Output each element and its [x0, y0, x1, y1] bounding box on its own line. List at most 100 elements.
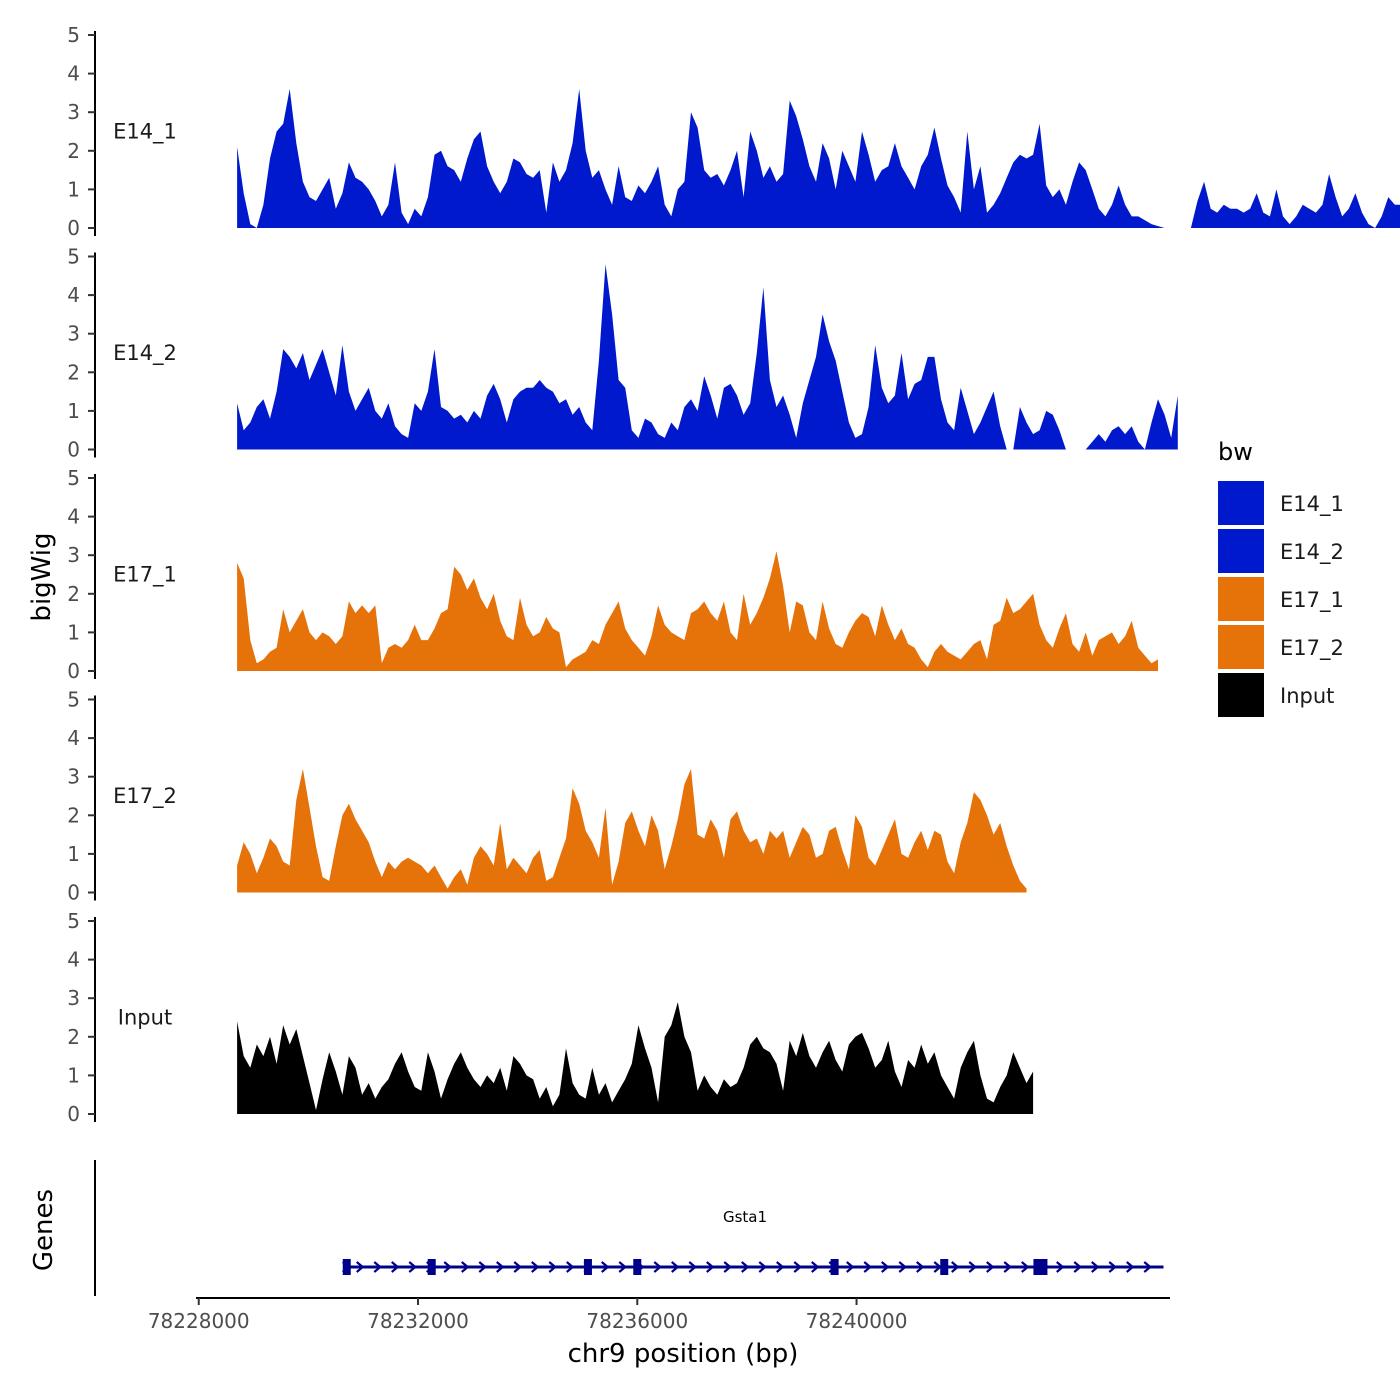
track-E17_1: 0 1 2 3 4 5 E17_1	[67, 466, 1159, 683]
legend-label: Input	[1280, 684, 1334, 708]
strand-arrow	[373, 1261, 382, 1273]
y-tick-label: 5	[67, 245, 80, 269]
track-label: E17_2	[113, 784, 177, 809]
y-tick-label: 4	[67, 505, 80, 529]
legend-swatch	[1218, 481, 1264, 525]
strand-arrow	[986, 1261, 995, 1273]
strand-arrow	[1056, 1261, 1065, 1273]
track-E14_2: 0 1 2 3 4 5 E14_2	[67, 245, 1178, 462]
strand-arrow	[1143, 1261, 1152, 1273]
strand-arrow	[548, 1261, 557, 1273]
strand-arrow	[356, 1261, 365, 1273]
legend-label: E17_2	[1280, 636, 1344, 661]
y-tick-label: 2	[67, 360, 80, 384]
strand-arrow	[1091, 1261, 1100, 1273]
strand-arrow	[968, 1261, 977, 1273]
y-tick-label: 5	[67, 909, 80, 933]
legend-title: bw	[1218, 438, 1253, 466]
area-E14_1	[237, 89, 1400, 228]
y-tick-label: 2	[67, 803, 80, 827]
y-tick-label: 2	[67, 139, 80, 163]
strand-arrow	[793, 1261, 802, 1273]
legend-swatch	[1218, 625, 1264, 669]
area-E17_1	[237, 551, 1159, 671]
x-axis-title: chr9 position (bp)	[568, 1339, 799, 1369]
gene-name-label: Gsta1	[723, 1208, 767, 1226]
legend-swatch	[1218, 577, 1264, 621]
strand-arrow	[741, 1261, 750, 1273]
strand-arrow	[846, 1261, 855, 1273]
strand-arrow	[513, 1261, 522, 1273]
strand-arrow	[531, 1261, 540, 1273]
strand-arrow	[776, 1261, 785, 1273]
legend-label: E14_2	[1280, 540, 1344, 565]
y-tick-label: 3	[67, 765, 80, 789]
y-tick-label: 1	[67, 399, 80, 423]
exon	[583, 1259, 592, 1275]
y-tick-label: 2	[67, 1025, 80, 1049]
gene-body	[342, 1259, 1164, 1275]
y-tick-label: 1	[67, 842, 80, 866]
strand-arrow	[461, 1261, 470, 1273]
y-tick-label: 1	[67, 620, 80, 644]
y-tick-label: 2	[67, 582, 80, 606]
strand-arrow	[671, 1261, 680, 1273]
y-tick-label: 0	[67, 1102, 80, 1126]
strand-arrow	[496, 1261, 505, 1273]
y-tick-label: 4	[67, 283, 80, 307]
y-tick-label: 1	[67, 177, 80, 201]
y-tick-label: 4	[67, 948, 80, 972]
strand-arrow	[618, 1261, 627, 1273]
y-tick-label: 0	[67, 438, 80, 462]
legend-label: E17_1	[1280, 588, 1344, 613]
strand-arrow	[933, 1261, 942, 1273]
strand-arrow	[1108, 1261, 1117, 1273]
y-tick-label: 3	[67, 322, 80, 346]
genes-panel: Genes Gsta1	[29, 1160, 1164, 1296]
x-tick-label: 78236000	[586, 1309, 688, 1333]
strand-arrow	[898, 1261, 907, 1273]
strand-arrow	[758, 1261, 767, 1273]
track-Input: 0 1 2 3 4 5 Input	[67, 909, 1034, 1126]
strand-arrow	[863, 1261, 872, 1273]
strand-arrow	[601, 1261, 610, 1273]
x-tick-label: 78228000	[148, 1309, 250, 1333]
track-E17_2: 0 1 2 3 4 5 E17_2	[67, 688, 1027, 905]
track-E14_1: 0 1 2 3 4 5 E14_1	[67, 23, 1400, 240]
legend-swatch	[1218, 673, 1264, 717]
x-axis: 78228000 78232000 78236000 78240000 chr9 po…	[148, 1297, 1170, 1369]
track-label: E14_1	[113, 120, 177, 145]
exon	[940, 1259, 949, 1275]
x-tick-label: 78232000	[367, 1309, 469, 1333]
genes-axis-label: Genes	[29, 1189, 59, 1271]
exon	[1033, 1259, 1048, 1275]
area-E14_2	[237, 264, 1178, 450]
strand-arrow	[1021, 1261, 1030, 1273]
strand-arrow	[566, 1261, 575, 1273]
y-tick-label: 5	[67, 688, 80, 712]
exon	[427, 1259, 436, 1275]
strand-arrow	[1073, 1261, 1082, 1273]
legend-swatch	[1218, 529, 1264, 573]
y-tick-label: 5	[67, 23, 80, 47]
strand-arrow	[688, 1261, 697, 1273]
exon	[830, 1259, 839, 1275]
y-tick-label: 3	[67, 100, 80, 124]
strand-arrow	[408, 1261, 417, 1273]
track-label: E14_2	[113, 341, 177, 366]
strand-arrow	[443, 1261, 452, 1273]
y-tick-label: 3	[67, 543, 80, 567]
area-Input	[237, 1002, 1034, 1114]
strand-arrow	[951, 1261, 960, 1273]
y-axis-title: bigWig	[27, 532, 57, 621]
track-label: Input	[118, 1006, 172, 1030]
strand-arrow	[478, 1261, 487, 1273]
tracks: 0 1 2 3 4 5 E14_1 0 1 2 3 4 5 E14_2 0 1 2 3 4 5 E17_1 0 1 2 3 4 5 E…	[67, 23, 1400, 1126]
area-E17_2	[237, 769, 1027, 893]
y-tick-label: 3	[67, 986, 80, 1010]
strand-arrow	[391, 1261, 400, 1273]
strand-arrow	[1003, 1261, 1012, 1273]
exon	[342, 1259, 351, 1275]
strand-arrow	[811, 1261, 820, 1273]
